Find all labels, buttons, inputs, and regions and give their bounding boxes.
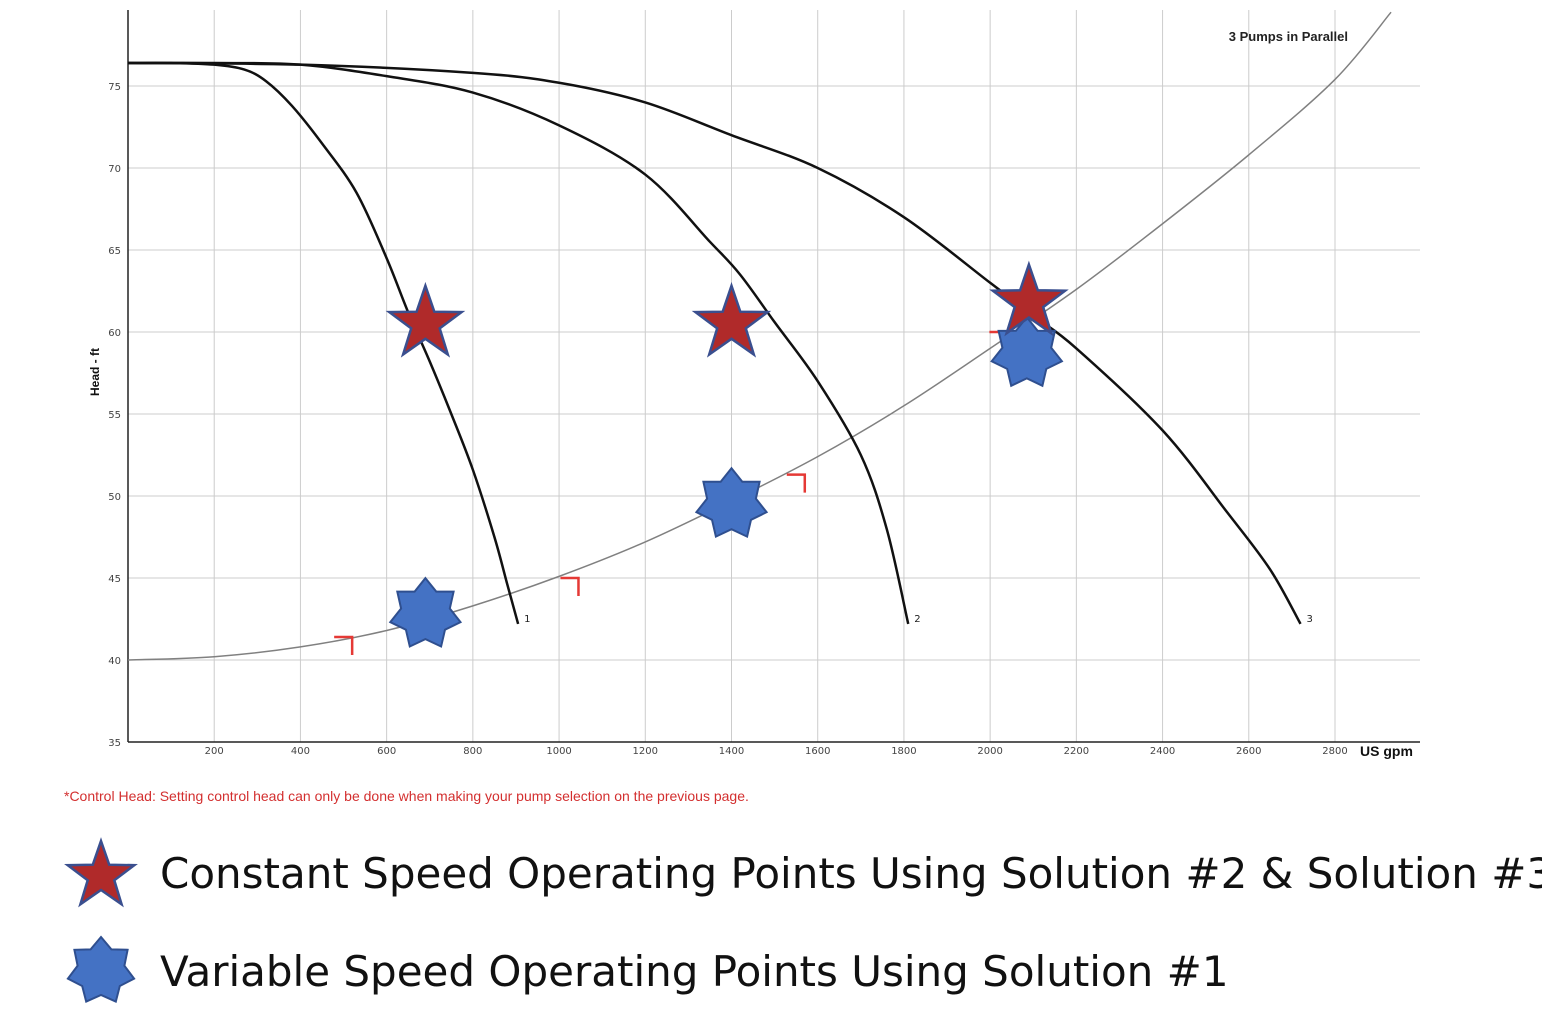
red-five-point-star-icon — [64, 837, 138, 908]
x-tick-label: 800 — [463, 746, 482, 757]
control-head-footnote: *Control Head: Setting control head can … — [64, 788, 749, 804]
axes — [127, 10, 1420, 743]
x-tick-label: 1000 — [546, 746, 571, 757]
control-head-marker — [786, 473, 807, 493]
pump-curve-2 — [127, 61, 910, 625]
grid-lines — [128, 10, 1420, 742]
y-tick-label: 35 — [108, 738, 121, 749]
legend-variable-speed: Variable Speed Operating Points Using So… — [64, 935, 1229, 1006]
x-tick-label: 2200 — [1064, 746, 1089, 757]
x-tick-label: 2000 — [977, 746, 1002, 757]
curves: 1 2 3 — [127, 11, 1392, 661]
y-tick-label: 60 — [108, 328, 121, 339]
operating-points — [385, 260, 1069, 648]
chart-title: 3 Pumps in Parallel — [1229, 29, 1348, 44]
control-head-marker — [560, 576, 580, 596]
y-tick-label: 40 — [108, 656, 121, 667]
x-tick-label: 1200 — [633, 746, 658, 757]
x-tick-label: 1600 — [805, 746, 830, 757]
y-tick-label: 70 — [108, 164, 121, 175]
constant-speed-point — [691, 281, 772, 358]
variable-speed-point — [990, 315, 1064, 388]
x-tick-label: 2400 — [1150, 746, 1175, 757]
pump-curve-label-3: 3 — [1307, 614, 1313, 625]
pump-curve-3 — [127, 61, 1302, 625]
pump-curve-label-1: 1 — [524, 614, 530, 625]
y-tick-label: 75 — [108, 82, 121, 93]
blue-seven-point-star-shape — [66, 935, 136, 1003]
legend-constant-speed: Constant Speed Operating Points Using So… — [64, 837, 1542, 908]
variable-speed-point — [694, 466, 769, 539]
pump-curve-label-2: 2 — [914, 614, 920, 625]
red-five-point-star-shape — [64, 837, 138, 908]
x-tick-label: 2600 — [1236, 746, 1261, 757]
pump-curve-1 — [127, 61, 520, 625]
system-curve — [127, 11, 1392, 661]
x-tick-label: 2800 — [1322, 746, 1347, 757]
legend-variable-speed-label: Variable Speed Operating Points Using So… — [160, 946, 1229, 996]
x-tick-label: 200 — [205, 746, 224, 757]
x-tick-label: 600 — [377, 746, 396, 757]
constant-speed-point — [989, 260, 1069, 337]
x-tick-label: 1800 — [891, 746, 916, 757]
x-axis-title: US gpm — [1360, 743, 1413, 759]
legend-constant-speed-label: Constant Speed Operating Points Using So… — [160, 848, 1542, 898]
x-tick-label: 1400 — [719, 746, 744, 757]
x-tick-labels: 200 400 600 800 1000 1200 1400 1600 1800 2000 2200… — [205, 746, 1348, 757]
y-tick-label: 45 — [108, 574, 121, 585]
y-tick-label: 65 — [108, 246, 121, 257]
blue-seven-point-star-icon — [66, 935, 136, 1003]
pump-curve-chart: 200 400 600 800 1000 1200 1400 1600 1800 2000 2200… — [88, 10, 1420, 759]
control-head-marker — [334, 635, 354, 656]
x-tick-label: 400 — [291, 746, 310, 757]
y-axis-title: Head - ft — [88, 348, 102, 396]
y-tick-label: 55 — [108, 410, 121, 421]
y-tick-labels: 35 40 45 50 55 60 65 70 75 — [108, 82, 121, 749]
variable-speed-point — [388, 576, 463, 648]
constant-speed-point — [385, 281, 466, 358]
y-tick-label: 50 — [108, 492, 121, 503]
